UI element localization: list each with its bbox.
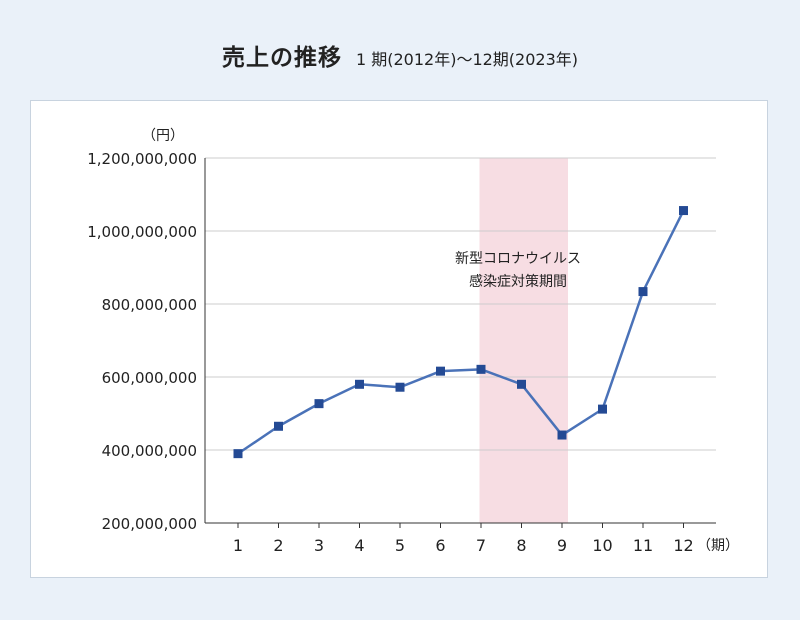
covid-period-label: 感染症対策期間 [469,273,567,290]
chart-title: 売上の推移 [221,45,342,71]
data-point-marker [233,449,243,459]
x-axis-unit: （期） [697,538,739,554]
y-tick-label: 1,200,000,000 [87,150,197,168]
x-tick-label: 12 [673,536,693,555]
x-tick-label: 5 [395,536,405,555]
grid-layer [205,157,716,451]
x-tick-label: 7 [476,536,486,555]
x-tick-label: 11 [633,536,653,555]
x-tick-label: 1 [233,536,243,555]
chart-panel [30,100,768,578]
data-point-marker [314,399,324,409]
data-point-marker [395,382,405,392]
y-axis-unit: （円） [142,128,184,144]
axes-layer [204,158,716,524]
y-tick-label: 200,000,000 [102,515,197,533]
data-point-marker [679,206,688,216]
data-point-marker [598,404,607,414]
chart-title-row: 売上の推移 1 期(2012年)～12期(2023年) [0,38,800,72]
covid-period-band [479,158,568,523]
data-point-marker [274,421,283,431]
x-tick-label: 6 [435,536,445,555]
y-tick-label: 600,000,000 [102,369,197,387]
highlight-band-layer [479,158,568,523]
x-tick-label: 8 [516,536,526,555]
sales-series-line [237,210,685,455]
y-tick-label: 800,000,000 [102,296,197,314]
y-tick-label: 1,000,000,000 [87,223,197,241]
x-tick-layer: 1 2 3 4 5 6 7 8 9 10 11 12 [233,523,694,555]
x-tick-label: 2 [273,536,283,555]
chart-subtitle: 1 期(2012年)～12期(2023年) [355,50,579,69]
y-tick-layer: 1,200,000,000 1,000,000,000 800,000,000 600… [87,150,197,533]
x-tick-label: 9 [557,536,567,555]
data-point-marker [476,364,486,374]
data-point-marker [436,366,445,376]
data-point-marker [517,379,526,389]
y-tick-label: 400,000,000 [102,442,197,460]
series-layer [233,206,688,459]
x-tick-label: 10 [592,536,612,555]
x-tick-label: 4 [354,536,364,555]
data-point-marker [638,287,648,297]
data-point-marker [355,379,364,389]
data-point-marker [557,430,567,440]
covid-period-label: 新型コロナウイルス [455,251,581,267]
x-tick-label: 3 [314,536,324,555]
